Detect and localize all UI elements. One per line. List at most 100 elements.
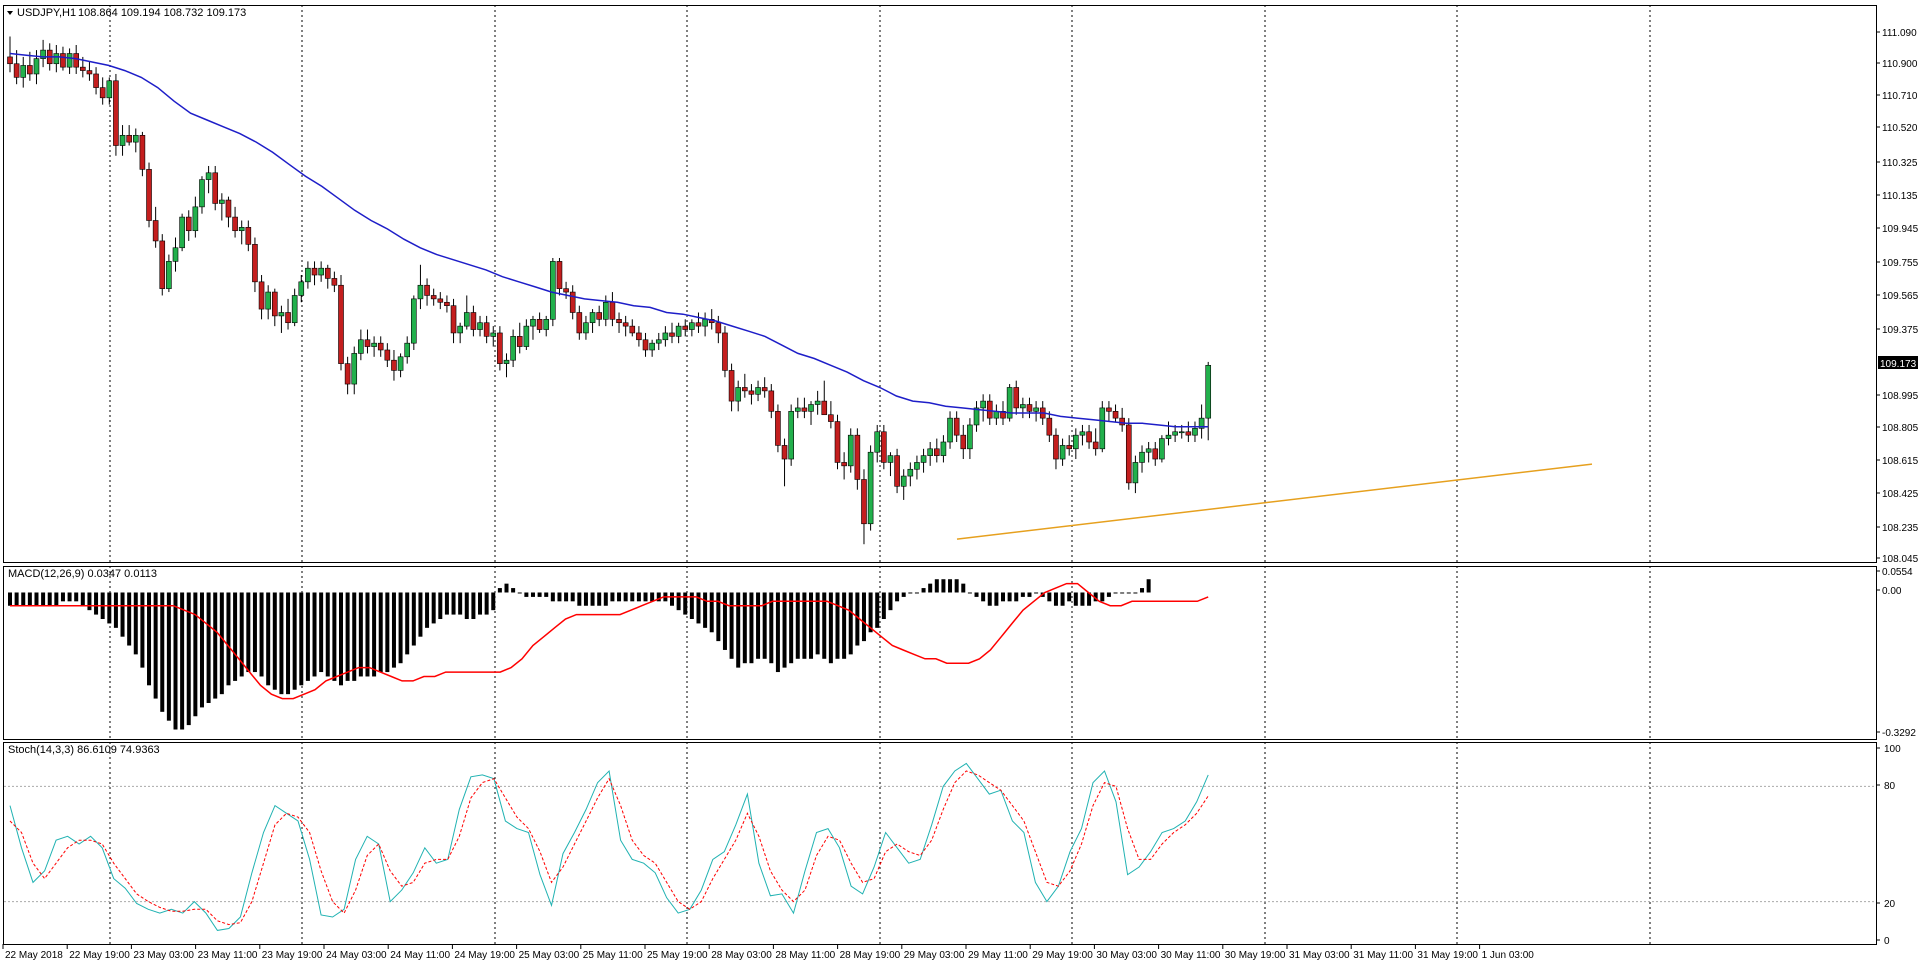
macd-bar	[378, 592, 383, 673]
time-tick-label: 31 May 03:00	[1289, 950, 1350, 961]
candle-body	[377, 342, 384, 351]
macd-bar	[286, 592, 291, 695]
candle-body	[1079, 431, 1086, 436]
candle-body	[146, 169, 152, 221]
candle-body	[324, 267, 331, 279]
symbol-label: USDJPY,H1	[17, 7, 76, 19]
candle-body	[430, 295, 437, 300]
candle-body	[33, 58, 40, 75]
macd-bar	[848, 592, 853, 655]
candle-body	[1165, 434, 1172, 439]
candle-body	[225, 199, 232, 218]
candle-body	[86, 70, 93, 75]
macd-bar	[339, 592, 343, 686]
moving-average-line	[9, 52, 1209, 428]
time-tick-label: 25 May 19:00	[647, 950, 708, 961]
time-tick-label: 29 May 19:00	[1032, 950, 1093, 961]
candle-body	[556, 261, 563, 289]
candle-body	[7, 56, 13, 65]
macd-bar	[87, 592, 92, 611]
macd-bar	[623, 592, 628, 602]
stoch-axis: 100 80 20 0	[1876, 744, 1901, 947]
candle-body	[1013, 387, 1020, 409]
macd-bar	[987, 592, 992, 606]
time-tick-label: 22 May 2018	[5, 950, 63, 961]
candle-body	[867, 451, 874, 525]
macd-bar	[497, 588, 502, 593]
chart-menu-triangle-icon[interactable]	[7, 11, 13, 15]
macd-bar	[888, 592, 893, 611]
candle-body	[530, 319, 536, 327]
candle-body	[722, 332, 728, 371]
candle-body	[596, 312, 602, 320]
macd-bar	[279, 592, 284, 695]
candle-body	[887, 455, 894, 463]
macd-bar	[252, 592, 257, 673]
candle-body	[444, 301, 450, 306]
candle-body	[1059, 445, 1066, 460]
time-tick-label: 23 May 19:00	[262, 950, 323, 961]
macd-bar	[438, 592, 443, 620]
candle-body	[331, 278, 338, 286]
macd-bar	[881, 592, 886, 620]
macd-bar	[1007, 592, 1012, 602]
candle-body	[655, 339, 662, 344]
macd-bar	[583, 592, 588, 606]
macd-bar	[1146, 579, 1151, 593]
candle-body	[245, 227, 252, 245]
candle-body	[755, 387, 761, 395]
macd-bar	[54, 592, 59, 606]
macd-bar	[749, 592, 754, 664]
candle-body	[861, 479, 867, 525]
candle-body	[801, 407, 808, 412]
macd-bar	[1047, 592, 1052, 602]
macd-bar	[127, 592, 132, 646]
candle-body	[20, 65, 27, 78]
candle-body	[1073, 434, 1079, 450]
candle-body	[1053, 434, 1059, 460]
candle-body	[344, 363, 351, 385]
macd-bar	[967, 592, 972, 594]
macd-bar	[742, 592, 747, 664]
price-tick-label: 110.135	[1882, 191, 1918, 202]
macd-bar	[537, 592, 542, 597]
candle-body	[715, 322, 722, 334]
price-tick-label: 108.045	[1882, 554, 1919, 565]
macd-bar	[650, 592, 655, 602]
macd-bar	[418, 592, 423, 637]
candle-body	[351, 353, 358, 385]
macd-bar	[961, 583, 966, 593]
macd-bar	[1100, 592, 1105, 602]
candle-body	[781, 445, 788, 460]
macd-bar	[577, 592, 582, 606]
macd-histogram	[8, 579, 1151, 730]
price-tick-label: 108.995	[1882, 391, 1919, 402]
ohlc-label: 108.864 109.194 108.732 109.173	[78, 7, 246, 19]
time-tick-label: 28 May 11:00	[775, 950, 835, 961]
macd-bar	[1080, 592, 1085, 606]
stoch-pane	[3, 742, 1877, 945]
candle-body	[1000, 411, 1006, 419]
candle-body	[1092, 441, 1099, 450]
candle-body	[914, 462, 920, 470]
macd-tick-label: 0.00	[1882, 586, 1902, 597]
candle-body	[1172, 431, 1178, 436]
candle-body	[1132, 462, 1139, 484]
macd-bar	[1126, 592, 1131, 594]
candle-body	[463, 312, 470, 327]
candle-body	[152, 220, 159, 242]
macd-bar	[716, 592, 721, 642]
macd-bar	[934, 579, 939, 593]
candle-body	[1020, 404, 1026, 409]
macd-bar	[835, 592, 840, 659]
macd-bar	[391, 592, 396, 668]
candle-body	[490, 332, 497, 337]
price-tick-label: 110.325	[1882, 158, 1918, 169]
candle-body	[437, 298, 444, 303]
time-tick-label: 28 May 03:00	[711, 950, 772, 961]
candle-body	[602, 301, 609, 320]
candle-body	[338, 284, 344, 364]
macd-bar	[981, 592, 986, 602]
time-tick-label: 30 May 11:00	[1161, 950, 1221, 961]
candle-body	[874, 431, 881, 453]
